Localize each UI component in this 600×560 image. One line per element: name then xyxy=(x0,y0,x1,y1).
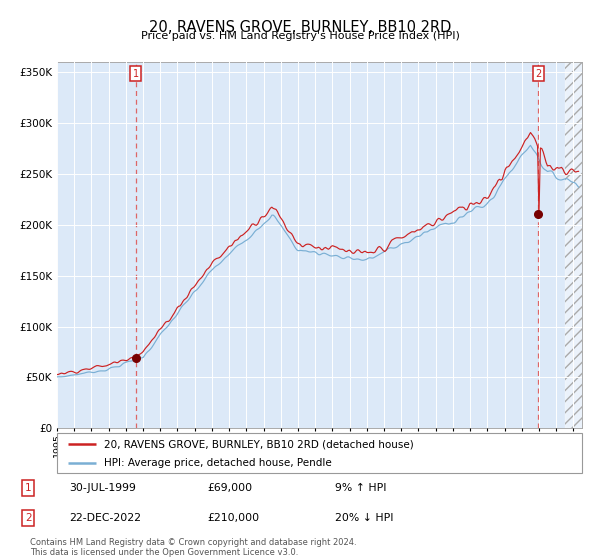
Text: £69,000: £69,000 xyxy=(208,483,253,493)
FancyBboxPatch shape xyxy=(57,433,582,473)
Text: 20% ↓ HPI: 20% ↓ HPI xyxy=(335,514,393,524)
Text: 2: 2 xyxy=(535,69,542,79)
Bar xyxy=(565,62,599,428)
Text: Contains HM Land Registry data © Crown copyright and database right 2024.
This d: Contains HM Land Registry data © Crown c… xyxy=(30,538,356,557)
Text: 1: 1 xyxy=(133,69,139,79)
Text: 9% ↑ HPI: 9% ↑ HPI xyxy=(335,483,386,493)
Text: 30-JUL-1999: 30-JUL-1999 xyxy=(70,483,136,493)
Text: HPI: Average price, detached house, Pendle: HPI: Average price, detached house, Pend… xyxy=(104,458,332,468)
Text: 2: 2 xyxy=(25,514,31,524)
Text: 22-DEC-2022: 22-DEC-2022 xyxy=(70,514,142,524)
Text: £210,000: £210,000 xyxy=(208,514,260,524)
Text: Price paid vs. HM Land Registry's House Price Index (HPI): Price paid vs. HM Land Registry's House … xyxy=(140,31,460,41)
Text: 20, RAVENS GROVE, BURNLEY, BB10 2RD: 20, RAVENS GROVE, BURNLEY, BB10 2RD xyxy=(149,20,451,35)
Text: 1: 1 xyxy=(25,483,31,493)
Bar xyxy=(565,62,599,428)
Text: 20, RAVENS GROVE, BURNLEY, BB10 2RD (detached house): 20, RAVENS GROVE, BURNLEY, BB10 2RD (det… xyxy=(104,439,414,449)
